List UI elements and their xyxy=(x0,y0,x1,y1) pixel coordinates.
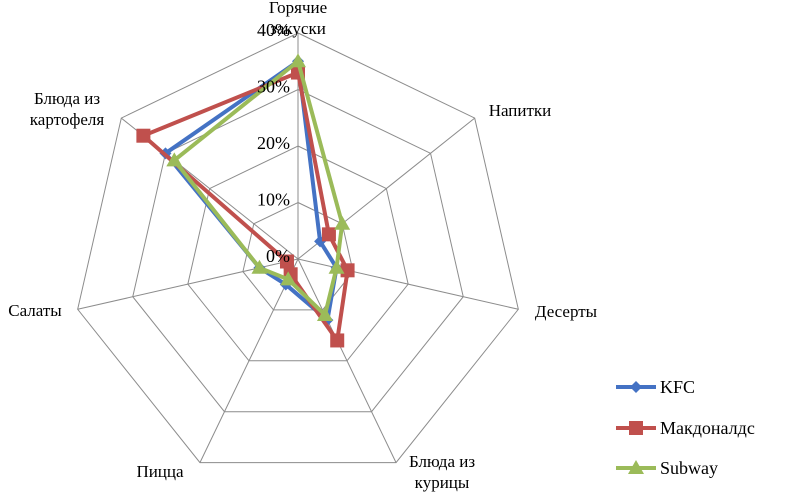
legend-marker xyxy=(629,421,643,435)
data-point xyxy=(279,254,294,269)
data-point xyxy=(251,259,268,274)
data-point xyxy=(280,271,297,286)
series-line xyxy=(163,59,339,323)
tick-label: 10% xyxy=(257,190,290,210)
axis-spoke xyxy=(77,258,299,310)
axis-spoke xyxy=(199,258,299,463)
tick-label: 30% xyxy=(257,77,290,97)
legend-label: KFC xyxy=(660,377,695,397)
legend-item: Subway xyxy=(616,458,718,478)
tick-label: 0% xyxy=(266,246,290,266)
data-point xyxy=(330,333,345,348)
axis-spoke xyxy=(297,258,397,463)
grid-ring xyxy=(132,88,464,413)
data-point xyxy=(136,128,151,143)
data-point xyxy=(316,306,333,321)
legend-label: Subway xyxy=(660,458,718,478)
data-point xyxy=(328,259,345,274)
legend-label: Макдоналдс xyxy=(660,418,755,438)
category-label: Салаты xyxy=(8,301,62,320)
legend-marker xyxy=(628,460,644,474)
series-layer xyxy=(136,53,355,348)
category-label: Десерты xyxy=(535,302,598,321)
data-point xyxy=(166,152,183,167)
category-label: Пицца xyxy=(136,462,184,481)
legend-item: KFC xyxy=(616,377,695,397)
data-point xyxy=(321,227,336,242)
legend-item: Макдоналдс xyxy=(616,418,755,438)
label-layer: 0% 10% 20% 30% 40%Горячие закуски Напитки Десер… xyxy=(8,0,597,492)
data-point xyxy=(340,263,355,278)
legend: KFC Макдоналдс Subway xyxy=(616,377,755,478)
legend-marker xyxy=(630,381,642,393)
category-label: Напитки xyxy=(489,101,552,120)
grid-layer xyxy=(77,32,519,464)
grid-ring xyxy=(77,32,519,464)
category-label: Горячие закуски xyxy=(269,0,327,38)
tick-label: 40% xyxy=(257,20,290,40)
data-point xyxy=(334,215,351,230)
category-label: Блюда из картофеля xyxy=(30,89,105,129)
tick-label: 20% xyxy=(257,133,290,153)
data-point xyxy=(290,53,306,68)
category-label: Блюда из курицы xyxy=(409,452,475,492)
series-line xyxy=(172,59,345,317)
